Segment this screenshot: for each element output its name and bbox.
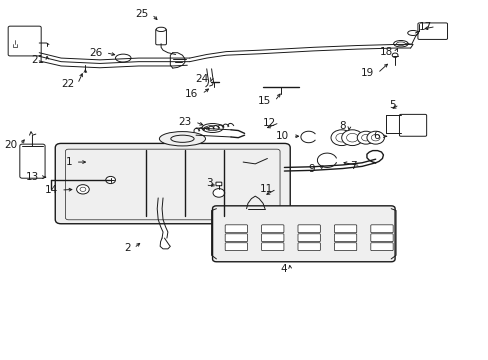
FancyBboxPatch shape <box>370 225 392 233</box>
Text: 24: 24 <box>195 74 208 84</box>
FancyBboxPatch shape <box>55 143 290 224</box>
FancyBboxPatch shape <box>224 243 247 251</box>
Circle shape <box>80 187 86 192</box>
Circle shape <box>213 189 224 197</box>
FancyBboxPatch shape <box>399 114 426 136</box>
FancyBboxPatch shape <box>212 206 394 262</box>
Text: 10: 10 <box>276 131 289 141</box>
Text: 6: 6 <box>373 131 379 141</box>
Text: 8: 8 <box>339 121 346 131</box>
Circle shape <box>341 130 362 145</box>
Text: 16: 16 <box>185 89 198 99</box>
Text: 5: 5 <box>388 100 395 110</box>
FancyBboxPatch shape <box>334 225 356 233</box>
Circle shape <box>346 134 358 142</box>
FancyBboxPatch shape <box>224 225 247 233</box>
Text: 23: 23 <box>178 117 191 127</box>
Text: 12: 12 <box>263 118 276 128</box>
Circle shape <box>335 134 347 142</box>
Text: 15: 15 <box>258 96 271 106</box>
Ellipse shape <box>170 135 194 142</box>
Text: 26: 26 <box>89 48 102 58</box>
FancyBboxPatch shape <box>334 234 356 242</box>
Text: 2: 2 <box>123 243 130 253</box>
Text: 11: 11 <box>260 184 273 194</box>
FancyBboxPatch shape <box>261 225 284 233</box>
Ellipse shape <box>202 123 223 132</box>
Circle shape <box>361 134 369 141</box>
FancyBboxPatch shape <box>297 243 320 251</box>
Text: 14: 14 <box>44 185 58 195</box>
Ellipse shape <box>396 42 405 45</box>
Text: 7: 7 <box>350 161 357 171</box>
Text: 20: 20 <box>4 140 17 150</box>
FancyBboxPatch shape <box>334 243 356 251</box>
Text: 9: 9 <box>308 164 314 174</box>
Circle shape <box>391 53 397 57</box>
Circle shape <box>77 185 89 194</box>
FancyBboxPatch shape <box>156 29 166 45</box>
Circle shape <box>330 130 352 145</box>
Ellipse shape <box>393 41 407 47</box>
FancyBboxPatch shape <box>370 234 392 242</box>
Text: 22: 22 <box>61 79 74 89</box>
FancyBboxPatch shape <box>417 23 447 40</box>
FancyBboxPatch shape <box>261 243 284 251</box>
FancyBboxPatch shape <box>224 234 247 242</box>
Ellipse shape <box>407 31 418 36</box>
Circle shape <box>105 176 115 184</box>
Circle shape <box>357 131 374 144</box>
Text: 19: 19 <box>360 68 373 78</box>
FancyBboxPatch shape <box>297 225 320 233</box>
Text: 1: 1 <box>65 157 72 167</box>
FancyBboxPatch shape <box>261 234 284 242</box>
Ellipse shape <box>115 54 131 62</box>
FancyBboxPatch shape <box>20 144 45 178</box>
Ellipse shape <box>156 27 165 32</box>
Circle shape <box>366 131 384 144</box>
Text: 4: 4 <box>280 264 286 274</box>
FancyBboxPatch shape <box>370 243 392 251</box>
Text: 17: 17 <box>418 22 431 32</box>
Text: 3: 3 <box>206 178 213 188</box>
Text: 13: 13 <box>26 172 39 182</box>
FancyBboxPatch shape <box>297 234 320 242</box>
FancyBboxPatch shape <box>216 182 222 186</box>
Text: 25: 25 <box>135 9 148 19</box>
Circle shape <box>370 134 379 141</box>
FancyBboxPatch shape <box>8 26 41 56</box>
Ellipse shape <box>205 125 219 131</box>
Text: 18: 18 <box>379 46 392 57</box>
Ellipse shape <box>159 132 205 146</box>
Text: 21: 21 <box>31 55 44 65</box>
